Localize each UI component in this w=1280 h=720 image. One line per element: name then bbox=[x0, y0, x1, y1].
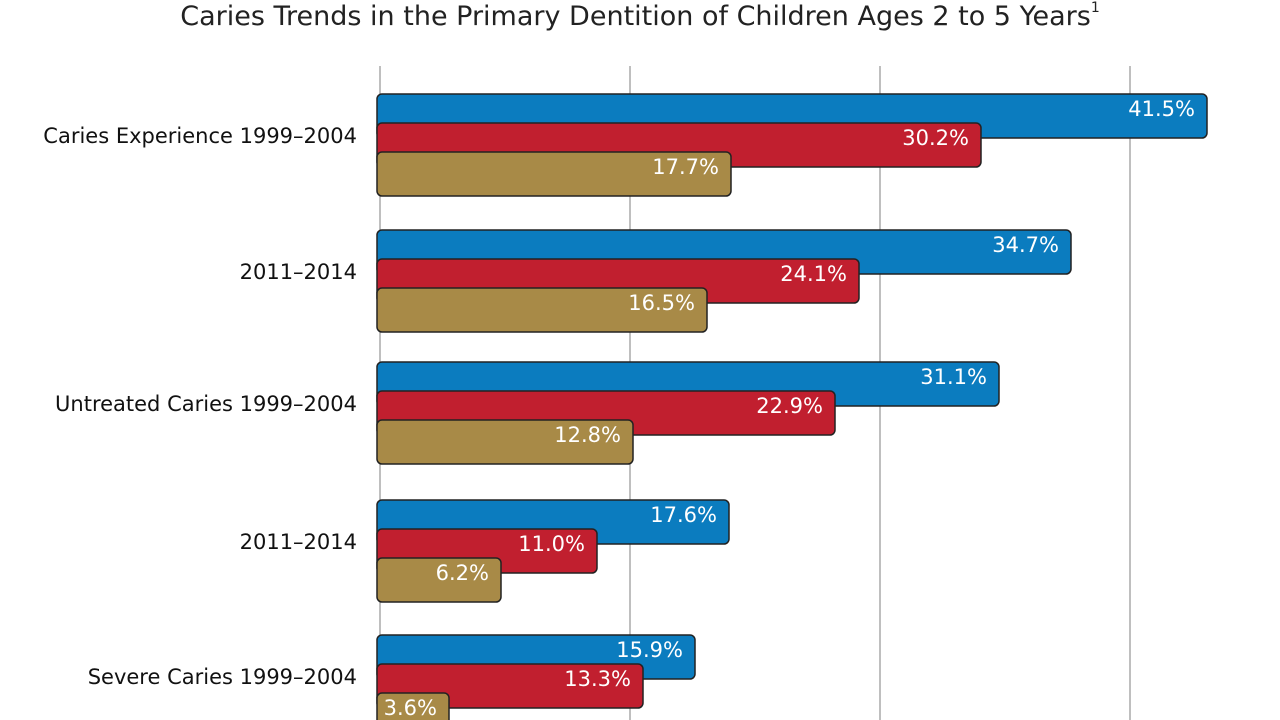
value-label: 34.7% bbox=[992, 233, 1059, 257]
bar bbox=[376, 692, 450, 720]
value-label: 6.2% bbox=[436, 561, 489, 585]
category-label: Untreated Caries 1999–2004 bbox=[55, 392, 357, 416]
value-label: 15.9% bbox=[616, 638, 683, 662]
value-label: 17.7% bbox=[652, 155, 719, 179]
value-label: 16.5% bbox=[628, 291, 695, 315]
title-note: 1 bbox=[1091, 0, 1100, 16]
value-label: 11.0% bbox=[518, 532, 585, 556]
value-label: 24.1% bbox=[780, 262, 847, 286]
category-label: Severe Caries 1999–2004 bbox=[88, 665, 357, 689]
bar bbox=[376, 419, 634, 465]
value-label: 3.6% bbox=[384, 696, 437, 720]
value-label: 31.1% bbox=[920, 365, 987, 389]
value-label: 17.6% bbox=[650, 503, 717, 527]
value-label: 22.9% bbox=[756, 394, 823, 418]
chart-title: Caries Trends in the Primary Dentition o… bbox=[180, 1, 1091, 32]
bar bbox=[376, 287, 708, 333]
value-label: 30.2% bbox=[902, 126, 969, 150]
value-label: 41.5% bbox=[1128, 97, 1195, 121]
category-label: 2011–2014 bbox=[240, 530, 357, 554]
value-label: 12.8% bbox=[554, 423, 621, 447]
bar bbox=[376, 557, 502, 603]
chart-title-wrap: Caries Trends in the Primary Dentition o… bbox=[180, 0, 1099, 32]
value-label: 13.3% bbox=[564, 667, 631, 691]
category-label: 2011–2014 bbox=[240, 260, 357, 284]
bar bbox=[376, 151, 732, 197]
category-label: Caries Experience 1999–2004 bbox=[43, 124, 357, 148]
